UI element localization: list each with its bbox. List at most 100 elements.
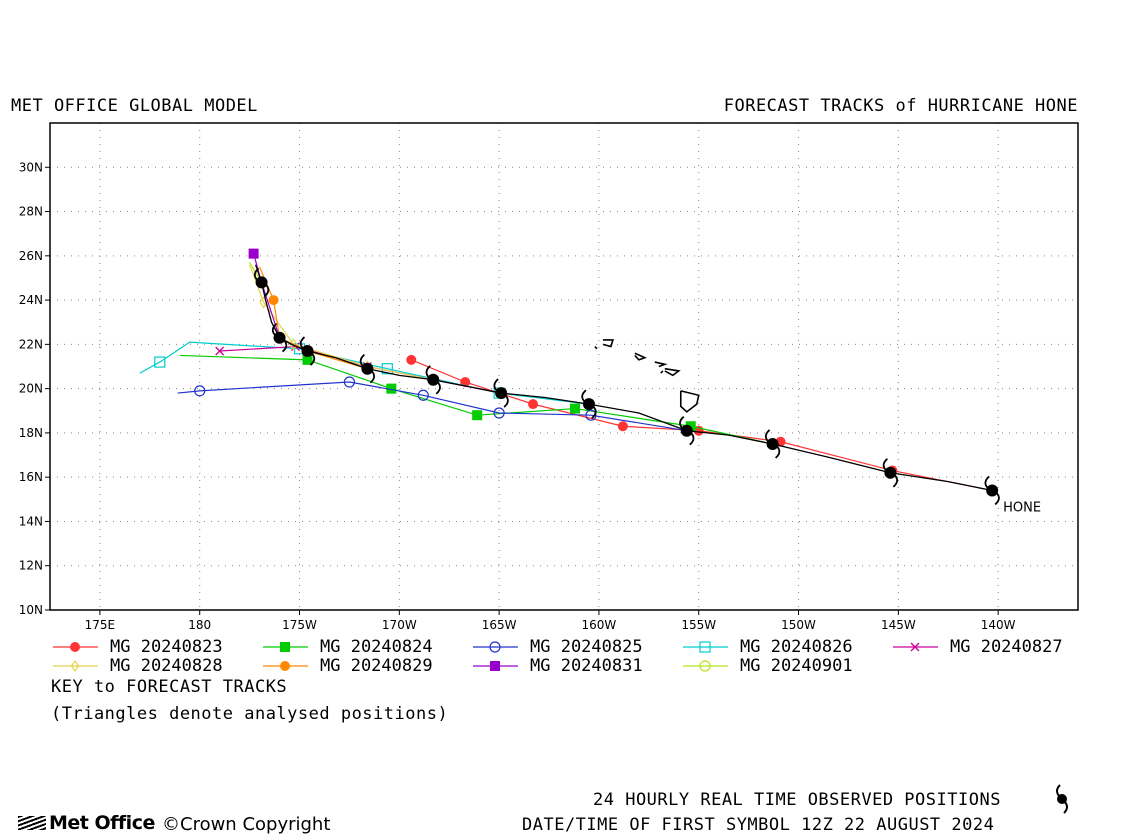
y-tick-label: 26N — [19, 249, 43, 263]
cyclone-icon — [764, 429, 781, 459]
y-tick-label: 10N — [19, 603, 43, 617]
hawaiian-islands — [594, 339, 700, 413]
y-tick-label: 22N — [19, 337, 43, 351]
map-frame — [49, 122, 1079, 611]
legend-entry: MG 20240831 — [530, 656, 643, 676]
legend-key-title: KEY to FORECAST TRACKS — [51, 677, 288, 697]
y-tick-label: 16N — [19, 470, 43, 484]
legend-row-1: MG 20240823 MG 20240824 MG 20240825 MG 2… — [0, 637, 1130, 657]
track-marker — [617, 421, 628, 432]
x-tick-label: 150W — [781, 618, 816, 632]
logo-text: Met Office — [49, 812, 155, 834]
x-tick-label: 155W — [681, 618, 716, 632]
legend-entry: MG 20240823 — [110, 637, 223, 657]
cyclone-icon — [581, 389, 597, 419]
track-marker — [489, 641, 501, 653]
island-outline — [594, 346, 598, 350]
forecast-tracks — [139, 248, 993, 492]
forecast-track-line — [259, 266, 368, 370]
y-tick-label: 24N — [19, 293, 43, 307]
island-outline — [634, 352, 647, 361]
met-office-logo: Met Office — [18, 812, 155, 834]
first-symbol-datetime: DATE/TIME OF FIRST SYMBOL 12Z 22 AUGUST … — [522, 815, 995, 835]
cyclone-icon — [271, 323, 288, 353]
track-marker — [472, 410, 483, 421]
x-tick-label: 175E — [85, 618, 116, 632]
cyclone-icon — [253, 267, 270, 298]
track-marker — [910, 642, 920, 652]
map-grid — [50, 123, 1078, 610]
storm-name-label: HONE — [1003, 500, 1041, 515]
legend-entry: MG 20240824 — [320, 637, 433, 657]
track-marker — [280, 661, 290, 671]
x-tick-label: 145W — [881, 618, 916, 632]
x-tick-label: 160W — [582, 618, 617, 632]
forecast-track-line — [411, 359, 993, 492]
track-marker — [381, 363, 393, 375]
track-marker — [70, 659, 80, 673]
x-tick-label: 180 — [188, 618, 211, 632]
cyclone-icon — [984, 475, 1000, 506]
track-marker — [528, 399, 539, 410]
legend-entry: MG 20240825 — [530, 637, 643, 657]
forecast-track-line — [177, 381, 687, 432]
cyclone-icon — [493, 378, 509, 408]
cyclone-icon — [679, 416, 695, 446]
y-tick-label: 14N — [19, 514, 43, 528]
track-marker — [215, 346, 225, 356]
y-tick-label: 30N — [19, 160, 43, 174]
track-marker — [493, 407, 505, 419]
legend-entry: MG 20240828 — [110, 656, 223, 676]
cyclone-icon — [299, 336, 316, 366]
track-marker — [154, 356, 166, 368]
legend-row-2: MG 20240828 MG 20240829 MG 20240831 MG 2… — [0, 656, 1130, 676]
y-tick-label: 28N — [19, 205, 43, 219]
legend-entry: MG 20240829 — [320, 656, 433, 676]
legend-entry: MG 20240901 — [740, 656, 853, 676]
track-marker — [268, 295, 279, 306]
island-outline — [602, 339, 614, 348]
track-marker — [302, 354, 313, 365]
track-marker — [386, 383, 397, 394]
observed-positions: HONE — [253, 264, 1041, 515]
y-tick-label: 18N — [19, 426, 43, 440]
track-marker — [490, 661, 500, 671]
cyclone-icon — [359, 354, 376, 384]
x-tick-label: 140W — [981, 618, 1016, 632]
track-marker — [699, 641, 711, 653]
track-marker — [343, 376, 356, 388]
cyclone-icon — [425, 365, 441, 395]
track-marker — [585, 409, 597, 421]
observed-positions-note: 24 HOURLY REAL TIME OBSERVED POSITIONS — [593, 790, 1001, 810]
track-marker — [248, 248, 259, 259]
track-marker — [280, 642, 290, 652]
track-marker — [194, 385, 206, 397]
model-title: MET OFFICE GLOBAL MODEL — [11, 96, 258, 116]
track-marker — [70, 642, 80, 652]
axis-ticks: 175E 180 175W 170W 165W 160W 155W 150W 145W 140W 1… — [19, 160, 1016, 632]
chart-title: FORECAST TRACKS of HURRICANE HONE — [723, 96, 1078, 116]
observed-track-line — [254, 264, 993, 492]
copyright-text: ©Crown Copyright — [162, 814, 331, 835]
forecast-track-line — [219, 345, 502, 394]
x-tick-label: 165W — [482, 618, 517, 632]
x-tick-label: 175W — [282, 618, 317, 632]
cyclone-symbol-icon — [1056, 784, 1068, 814]
track-marker — [569, 403, 580, 414]
y-tick-label: 12N — [19, 559, 43, 573]
cyclone-icon — [882, 458, 899, 488]
island-outline — [654, 361, 668, 368]
track-marker — [699, 660, 711, 672]
island-outline — [679, 390, 700, 413]
x-tick-label: 170W — [382, 618, 417, 632]
legend-key-note: (Triangles denote analysed positions) — [51, 704, 449, 724]
y-tick-label: 20N — [19, 382, 43, 396]
track-marker — [460, 376, 471, 387]
legend-entry: MG 20240826 — [740, 637, 853, 657]
met-office-logo-icon — [18, 816, 46, 830]
track-marker — [417, 389, 429, 401]
legend-entry: MG 20240827 — [950, 637, 1063, 657]
island-outline — [664, 367, 681, 377]
legend-markers — [53, 641, 938, 673]
